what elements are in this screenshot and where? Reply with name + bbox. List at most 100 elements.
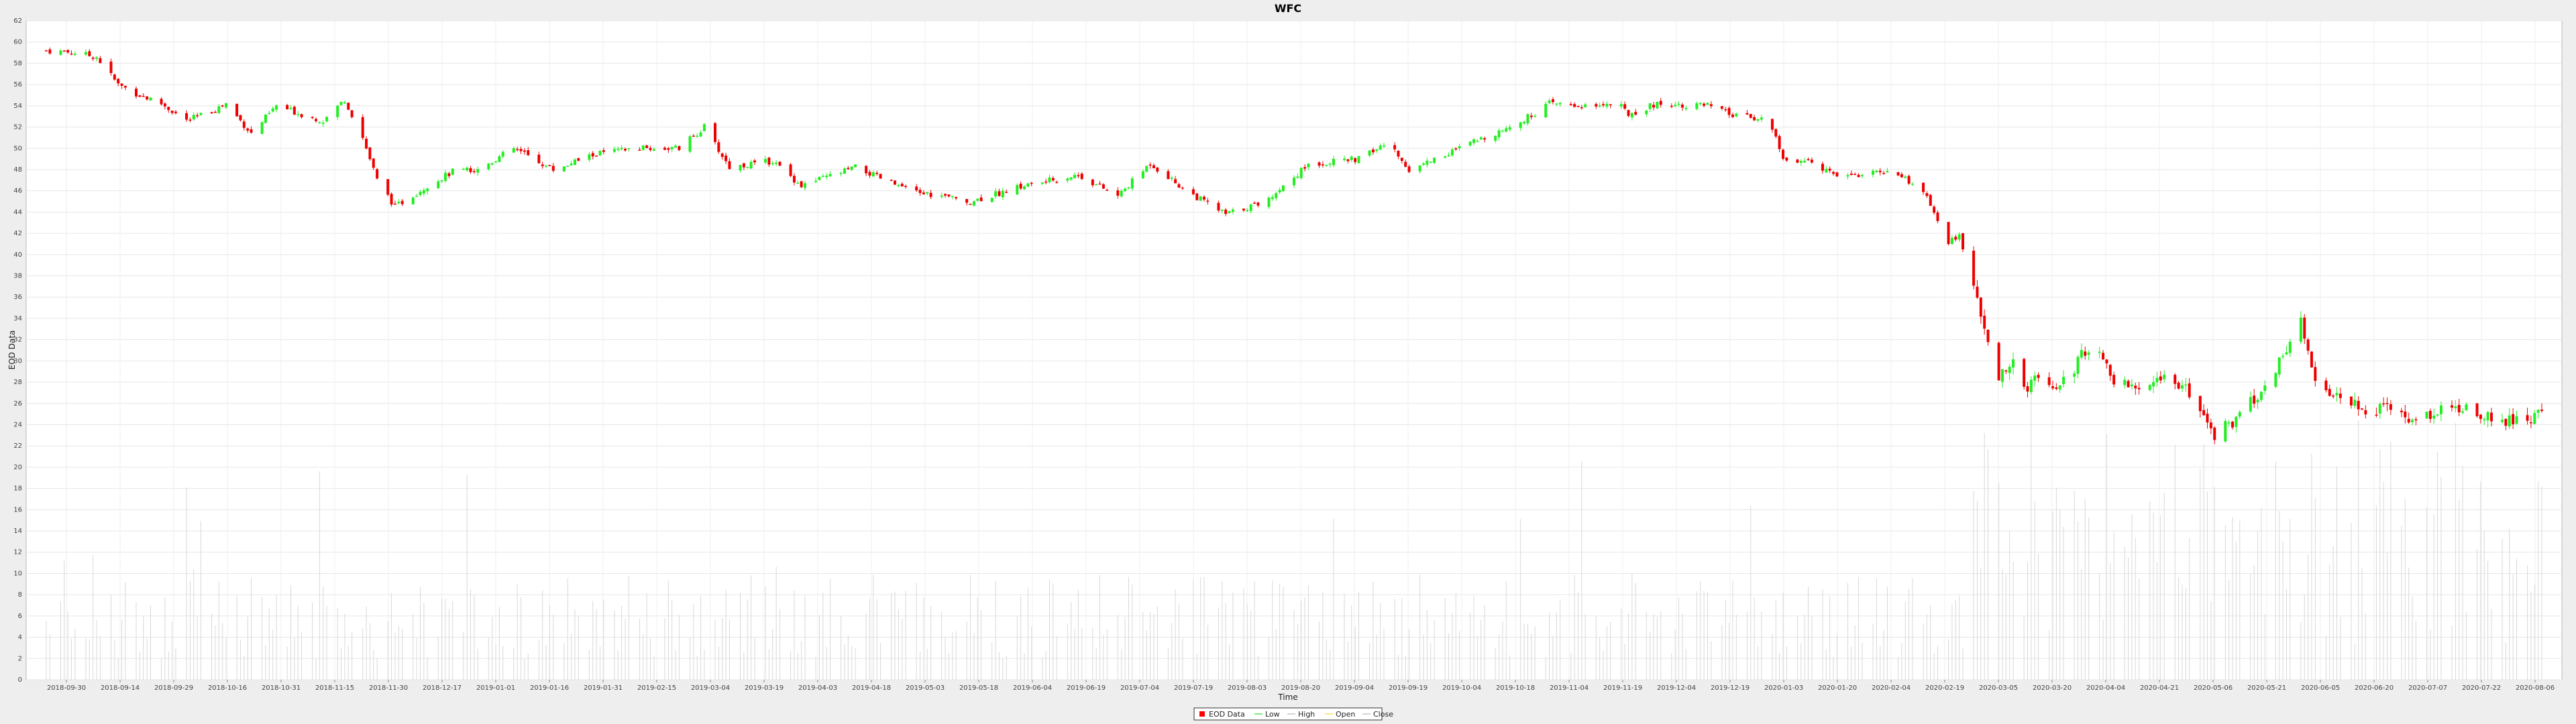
candle-body: [494, 161, 498, 163]
x-tick-label: 2020-01-03: [1764, 684, 1803, 692]
candle-body: [2486, 412, 2489, 421]
x-tick-label: 2019-01-01: [476, 684, 515, 692]
candle-body: [2364, 410, 2367, 415]
x-tick-label: 2019-06-19: [1067, 684, 1106, 692]
y-tick-label: 22: [13, 442, 22, 450]
candle-body: [890, 180, 893, 181]
candle-body: [315, 119, 318, 121]
candle-body: [2231, 421, 2235, 428]
candle-body: [771, 163, 774, 164]
y-tick-label: 50: [13, 145, 22, 152]
candle-body: [109, 61, 113, 73]
candle-body: [2310, 351, 2313, 367]
x-tick-label: 2018-11-30: [369, 684, 408, 692]
candle-body: [1048, 177, 1051, 182]
candle-body: [764, 159, 767, 163]
candle-body: [1393, 145, 1397, 149]
candle-body: [1148, 164, 1152, 166]
candle-body: [2249, 397, 2252, 412]
candle-body: [339, 101, 343, 105]
candle-body: [268, 113, 271, 114]
candle-body: [947, 194, 951, 197]
candle-body: [443, 172, 447, 181]
candle-body: [1051, 178, 1055, 181]
candle-body: [487, 164, 490, 170]
candle-body: [2224, 420, 2227, 442]
candle-body: [2436, 414, 2439, 416]
candle-body: [1145, 166, 1148, 172]
candle-body: [2465, 404, 2468, 410]
y-tick-label: 30: [13, 357, 22, 365]
candle-body: [451, 168, 454, 175]
candle-body: [2080, 350, 2083, 358]
candle-body: [1630, 113, 1633, 118]
candle-body: [469, 168, 472, 172]
candle-body: [926, 192, 929, 194]
candle-body: [2378, 404, 2381, 414]
candle-body: [688, 136, 692, 152]
candle-body: [2238, 412, 2241, 417]
candle-body: [1026, 183, 1030, 187]
candle-body: [1526, 114, 1529, 124]
candle-body: [1077, 175, 1080, 176]
candle-body: [1950, 237, 1953, 244]
candle-body: [2407, 418, 2410, 423]
candle-body: [1756, 119, 1760, 121]
candle-body: [541, 164, 544, 166]
candle-body: [512, 147, 515, 153]
candle-body: [2130, 384, 2133, 387]
candle-body: [1699, 103, 1702, 105]
candle-body: [2457, 405, 2461, 413]
candle-body: [2504, 418, 2508, 426]
candle-body: [804, 183, 807, 188]
candle-body: [1040, 182, 1044, 184]
candle-body: [300, 114, 303, 117]
x-tick-label: 2020-04-04: [2086, 684, 2125, 692]
candle-body: [2177, 382, 2180, 389]
candle-body: [1318, 162, 1321, 166]
legend: EOD Data Low High Open Close: [1193, 707, 1393, 721]
candle-body: [1501, 130, 1504, 132]
candle-body: [1727, 108, 1731, 115]
candle-body: [821, 176, 824, 177]
x-tick-label: 2020-03-05: [1979, 684, 2018, 692]
candle-body: [1609, 104, 1612, 105]
candle-body: [170, 111, 174, 113]
candle-body: [2084, 351, 2087, 356]
candle-body: [2382, 403, 2385, 405]
x-tick-label: 2019-03-19: [745, 684, 784, 692]
candle-body: [1670, 105, 1673, 107]
x-tick-label: 2019-06-04: [1013, 684, 1052, 692]
candle-body: [1044, 181, 1048, 183]
candle-body: [1127, 187, 1130, 189]
candle-body: [1634, 111, 1638, 115]
candle-body: [1494, 135, 1497, 141]
x-tick-label: 2020-08-06: [2516, 684, 2555, 692]
candle-body: [1828, 168, 1831, 171]
candle-body: [1911, 184, 1914, 185]
x-tick-label: 2020-06-05: [2301, 684, 2340, 692]
candle-body: [1130, 178, 1134, 189]
candle-body: [1785, 158, 1788, 161]
candle-body: [2148, 385, 2151, 390]
candle-body: [591, 153, 594, 157]
candle-body: [210, 112, 213, 114]
candle-body: [1073, 174, 1077, 178]
candle-body: [1095, 184, 1098, 186]
candle-body: [1648, 103, 1652, 109]
candle-body: [1954, 237, 1957, 240]
candle-body: [1832, 172, 1835, 174]
candle-body: [2184, 384, 2188, 386]
candle-body: [1278, 190, 1281, 192]
candle-body: [1426, 160, 1429, 165]
candle-body: [2163, 375, 2166, 379]
x-tick-label: 2019-12-04: [1657, 684, 1696, 692]
candle-body: [670, 147, 674, 149]
candle-body: [318, 122, 321, 123]
candle-body: [1796, 159, 1799, 163]
candle-body: [490, 163, 494, 165]
x-tick-label: 2020-04-21: [2140, 684, 2179, 692]
candle-body: [1458, 146, 1461, 149]
candle-body: [466, 168, 469, 171]
candle-body: [2454, 406, 2457, 409]
